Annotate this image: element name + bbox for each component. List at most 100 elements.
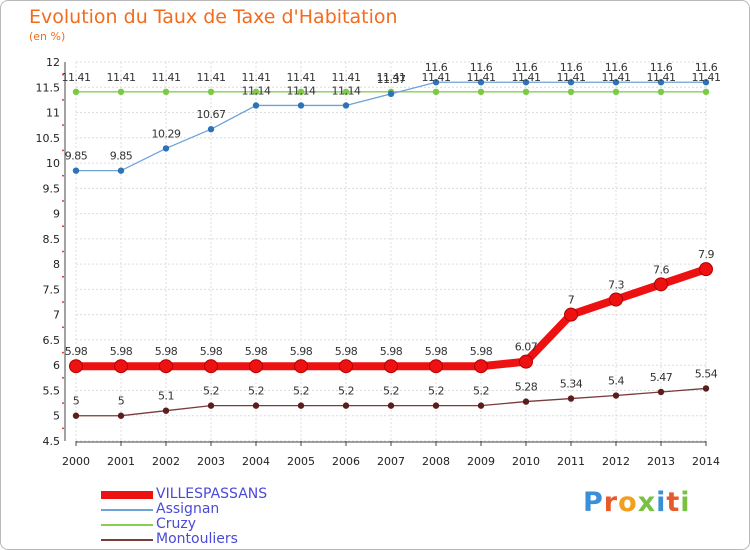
legend-swatch xyxy=(101,509,153,511)
x-tick-label: 2001 xyxy=(107,455,135,468)
data-point xyxy=(567,79,575,86)
data-label: 11.41 xyxy=(152,71,181,84)
legend-item: Cruzy xyxy=(101,516,361,532)
x-tick-label: 2009 xyxy=(467,455,495,468)
data-point xyxy=(702,385,710,392)
data-point xyxy=(207,126,215,133)
y-tick-label: 8.5 xyxy=(43,233,61,246)
data-point xyxy=(204,359,218,374)
legend-label: Montouliers xyxy=(156,531,238,547)
data-point xyxy=(294,359,308,374)
data-point xyxy=(702,79,710,86)
data-point xyxy=(564,307,578,322)
data-point xyxy=(114,359,128,374)
data-label: 5.98 xyxy=(155,345,178,358)
y-tick-label: 7.5 xyxy=(43,283,61,296)
data-label: 5.98 xyxy=(380,345,403,358)
data-label: 11.6 xyxy=(605,61,628,74)
y-tick-label: 9 xyxy=(53,208,60,221)
data-point xyxy=(162,88,170,96)
data-label: 5.34 xyxy=(560,378,583,391)
y-tick-label: 12 xyxy=(46,56,60,69)
data-label: 11.41 xyxy=(287,71,316,84)
data-label: 11.41 xyxy=(557,71,586,84)
data-point xyxy=(522,79,530,86)
data-label: 11.41 xyxy=(692,71,721,84)
x-tick-label: 2013 xyxy=(647,455,675,468)
data-point xyxy=(657,88,665,96)
data-label: 5.2 xyxy=(203,385,219,398)
y-tick-label: 4.5 xyxy=(43,435,61,448)
data-point xyxy=(72,167,80,174)
data-point xyxy=(72,412,80,419)
data-label: 5.98 xyxy=(200,345,223,358)
data-point xyxy=(522,88,530,96)
chart-title: Evolution du Taux de Taxe d'Habitation xyxy=(29,6,398,28)
data-point xyxy=(657,79,665,86)
data-point xyxy=(429,359,443,374)
data-label: 11.6 xyxy=(560,61,583,74)
x-tick-label: 2002 xyxy=(152,455,180,468)
data-point xyxy=(612,392,620,399)
data-point xyxy=(207,402,215,409)
data-label: 11.41 xyxy=(62,71,91,84)
legend-swatch xyxy=(101,539,153,541)
data-label: 5.2 xyxy=(293,385,309,398)
y-tick-label: 6 xyxy=(53,359,60,372)
data-point xyxy=(117,412,125,419)
data-label: 11.6 xyxy=(695,61,718,74)
chart-unit-label: (en %) xyxy=(29,30,66,43)
data-label: 11.41 xyxy=(647,71,676,84)
data-point xyxy=(384,359,398,374)
data-label: 5.98 xyxy=(110,345,133,358)
data-point xyxy=(432,402,440,409)
data-point xyxy=(162,145,170,152)
data-label: 7.6 xyxy=(653,263,669,276)
data-point xyxy=(474,359,488,374)
data-point xyxy=(249,359,263,374)
data-point xyxy=(657,388,665,396)
data-point xyxy=(567,88,575,96)
data-label: 10.67 xyxy=(197,108,226,121)
x-tick-label: 2007 xyxy=(377,455,405,468)
data-label: 11.41 xyxy=(467,71,496,84)
data-label: 5.2 xyxy=(473,385,489,398)
data-point xyxy=(342,402,350,409)
data-point xyxy=(69,359,83,374)
data-label: 5.2 xyxy=(383,385,399,398)
data-point xyxy=(387,402,395,409)
data-point xyxy=(252,402,260,409)
data-label: 5.28 xyxy=(515,381,538,394)
data-point xyxy=(339,359,353,374)
x-tick-label: 2008 xyxy=(422,455,450,468)
data-label: 11.6 xyxy=(470,61,493,74)
chart-legend: VILLESPASSANS Assignan Cruzy Montouliers xyxy=(101,486,361,547)
y-tick-label: 10.5 xyxy=(36,132,61,145)
data-label: 5.98 xyxy=(245,345,268,358)
x-tick-label: 2005 xyxy=(287,455,315,468)
data-label: 5.2 xyxy=(428,385,444,398)
legend-item: Assignan xyxy=(101,501,361,517)
y-tick-label: 5.5 xyxy=(43,384,61,397)
legend-label: Assignan xyxy=(156,501,220,517)
x-tick-label: 2000 xyxy=(62,455,90,468)
logo-letter: x xyxy=(637,487,657,518)
y-tick-label: 7 xyxy=(53,309,60,322)
x-tick-label: 2014 xyxy=(692,455,720,468)
legend-item: VILLESPASSANS xyxy=(101,486,361,502)
x-tick-label: 2012 xyxy=(602,455,630,468)
proxiti-logo: Proxiti xyxy=(583,487,691,518)
data-point xyxy=(162,407,170,414)
data-label: 6.07 xyxy=(515,341,538,354)
data-point xyxy=(477,88,485,96)
data-point xyxy=(207,88,215,96)
y-tick-label: 11.5 xyxy=(36,81,61,94)
data-label: 11.14 xyxy=(242,84,271,97)
data-label: 5.98 xyxy=(425,345,448,358)
logo-letter: i xyxy=(680,487,691,518)
data-label: 5.1 xyxy=(158,390,174,403)
data-label: 5.98 xyxy=(290,345,313,358)
y-tick-label: 9.5 xyxy=(43,182,61,195)
data-label: 5.98 xyxy=(470,345,493,358)
data-label: 10.29 xyxy=(152,127,181,140)
